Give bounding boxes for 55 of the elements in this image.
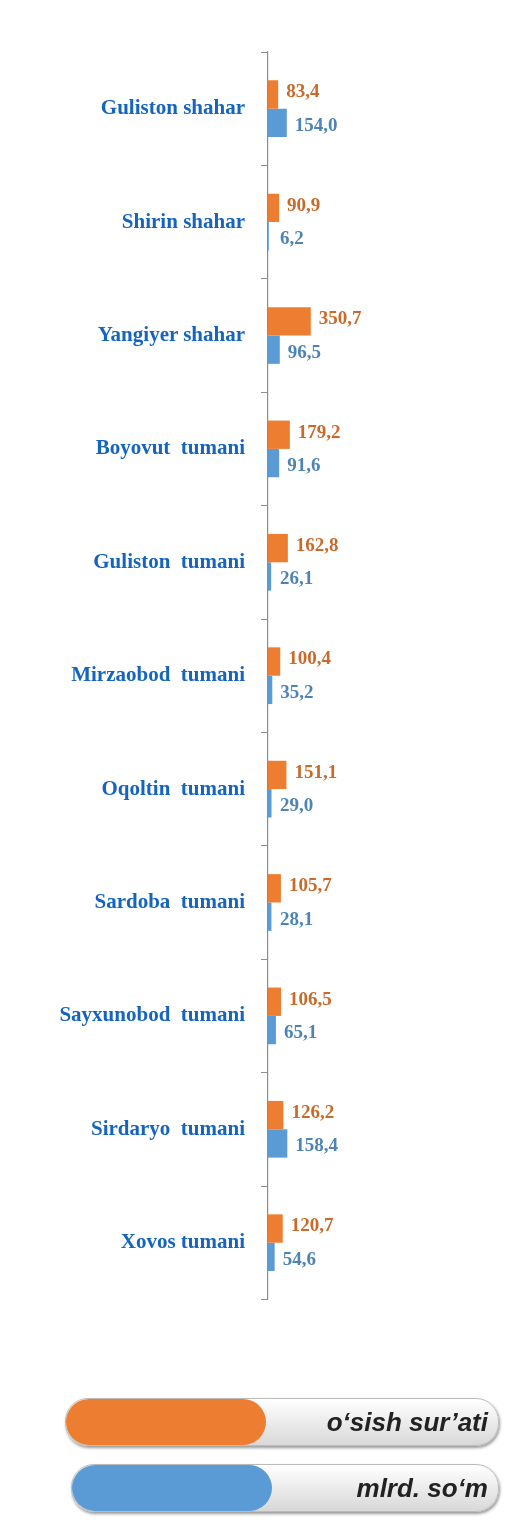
data-label: 154,0 xyxy=(294,113,338,135)
y-tick-label: Mirzaobod tumani xyxy=(71,662,246,687)
data-label: 83,4 xyxy=(286,80,320,102)
y-tick-label: Sayxunobod tumani xyxy=(59,1002,246,1027)
data-label: 35,2 xyxy=(280,680,314,702)
bar xyxy=(268,987,281,1016)
data-label: 26,1 xyxy=(280,567,314,589)
bar xyxy=(268,647,281,676)
y-tick-label: Yangiyer shahar xyxy=(97,321,245,346)
y-tick-label: Boyovut tumani xyxy=(95,435,246,460)
data-label: 350,7 xyxy=(318,307,363,329)
data-label: 106,5 xyxy=(288,987,332,1009)
data-label: 120,7 xyxy=(290,1214,334,1236)
bar xyxy=(268,193,280,223)
data-label: 90,9 xyxy=(287,193,321,215)
y-tick-label: Sirdaryo tumani xyxy=(90,1115,246,1140)
bar xyxy=(268,1129,288,1158)
data-label: 179,2 xyxy=(297,420,341,442)
bar xyxy=(268,335,280,364)
data-label: 162,8 xyxy=(295,534,339,556)
data-label: 96,5 xyxy=(287,340,322,362)
data-label: 126,2 xyxy=(291,1101,335,1123)
bar xyxy=(268,307,311,336)
data-label: 54,6 xyxy=(282,1247,316,1269)
data-label: 105,7 xyxy=(288,874,333,896)
bar xyxy=(268,562,272,591)
bar xyxy=(268,1214,283,1243)
text: mlrd. so‘m xyxy=(355,1472,489,1504)
bar xyxy=(268,108,287,138)
bar xyxy=(268,874,281,903)
data-label: 29,0 xyxy=(280,794,314,816)
bar xyxy=(268,533,288,563)
data-label: 158,4 xyxy=(295,1134,339,1156)
data-label: 28,1 xyxy=(280,907,314,929)
y-tick-label: Shirin shahar xyxy=(121,208,245,233)
y-tick-label: Guliston shahar xyxy=(100,95,245,120)
bar xyxy=(268,448,280,478)
y-tick-label: Oqoltin tumani xyxy=(101,775,246,800)
data-label: 100,4 xyxy=(288,647,332,669)
data-label: 151,1 xyxy=(294,760,338,782)
bar xyxy=(268,760,287,790)
data-label: 65,1 xyxy=(283,1020,318,1042)
y-tick-label: Guliston tumani xyxy=(93,548,246,573)
y-tick-label: Xovos tumani xyxy=(120,1229,246,1254)
bar xyxy=(268,1242,275,1272)
data-label: 6,2 xyxy=(280,227,304,249)
bar xyxy=(268,1100,284,1130)
bar xyxy=(268,789,272,818)
bar xyxy=(268,1015,276,1045)
bar xyxy=(268,420,290,449)
y-tick-label: Sardoba tumani xyxy=(94,888,246,913)
bar xyxy=(268,80,279,109)
bar xyxy=(268,675,273,705)
text: o‘sish sur’ati xyxy=(325,1406,490,1438)
data-label: 91,6 xyxy=(287,453,321,475)
